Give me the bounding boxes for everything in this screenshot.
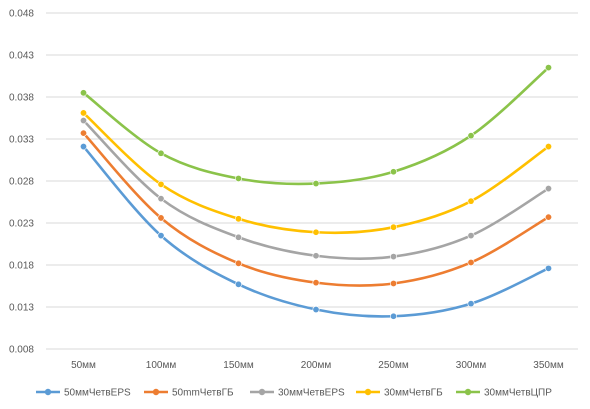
data-point [235,280,243,288]
data-point [80,129,88,137]
legend-marker [258,388,266,396]
data-point [235,233,243,241]
legend-item: 50mmЧетвГБ [144,388,234,399]
data-point [467,197,475,205]
series-layer [80,64,552,320]
data-point [544,264,552,272]
legend-label: 30ммЧетвГБ [384,388,443,399]
series-3 [80,117,552,261]
legend-label: 50ммЧетвEPS [64,388,131,399]
data-point [157,149,165,157]
data-point [157,232,165,240]
x-tick-label: 50мм [71,360,96,371]
data-point [235,215,243,223]
y-tick-label: 0.013 [9,303,34,314]
y-tick-label: 0.018 [9,261,34,272]
data-point [544,64,552,72]
series-2 [80,129,552,287]
data-point [312,306,320,314]
data-point [80,89,88,97]
data-point [389,253,397,261]
y-tick-label: 0.008 [9,345,34,356]
legend-marker [364,388,372,396]
y-tick-label: 0.038 [9,93,34,104]
data-point [157,214,165,222]
series-5 [80,64,552,188]
data-point [544,185,552,193]
x-tick-label: 200мм [301,360,332,371]
data-point [389,223,397,231]
gridlines [46,12,578,350]
x-axis-tick-labels: 50мм 100мм 150мм 200мм 250мм 300мм 350мм [71,360,564,371]
legend-item: 30ммЧетвEPS [250,388,345,399]
data-point [157,195,165,203]
y-tick-label: 0.048 [9,9,34,20]
data-point [467,258,475,266]
series-1 [80,143,552,320]
legend-label: 30ммЧетвEPS [278,388,345,399]
legend-marker [464,388,472,396]
y-tick-label: 0.043 [9,51,34,62]
legend-label: 50mmЧетвГБ [172,388,234,399]
data-point [312,180,320,188]
legend-item: 30ммЧетвЦПР [456,388,552,399]
y-tick-label: 0.023 [9,219,34,230]
series-line [82,131,550,287]
data-point [467,300,475,308]
x-tick-label: 350мм [533,360,564,371]
y-tick-label: 0.028 [9,177,34,188]
data-point [544,213,552,221]
legend-marker [44,388,52,396]
x-tick-label: 100мм [146,360,177,371]
y-tick-label: 0.033 [9,135,34,146]
x-tick-label: 250мм [378,360,409,371]
data-point [389,312,397,320]
legend-item: 50ммЧетвEPS [36,388,131,399]
data-point [389,279,397,287]
data-point [312,279,320,287]
data-point [312,228,320,236]
x-tick-label: 150мм [223,360,254,371]
data-point [544,143,552,151]
x-tick-label: 300мм [456,360,487,371]
series-4 [80,109,552,236]
series-line [82,66,550,186]
data-point [80,143,88,151]
legend-marker [152,388,160,396]
y-axis-tick-labels: 0.008 0.013 0.018 0.023 0.028 0.033 0.038 0.043… [9,9,34,356]
data-point [80,109,88,117]
data-point [389,168,397,176]
series-line [82,119,550,260]
data-point [312,252,320,260]
legend-item: 30ммЧетвГБ [356,388,443,399]
data-point [467,132,475,140]
data-point [235,259,243,267]
data-point [235,174,243,182]
legend: 50ммЧетвEPS 50mmЧетвГБ 30ммЧетвEPS 30ммЧетв… [36,388,552,399]
data-point [157,180,165,188]
legend-label: 30ммЧетвЦПР [484,388,552,399]
data-point [80,117,88,125]
data-point [467,232,475,240]
